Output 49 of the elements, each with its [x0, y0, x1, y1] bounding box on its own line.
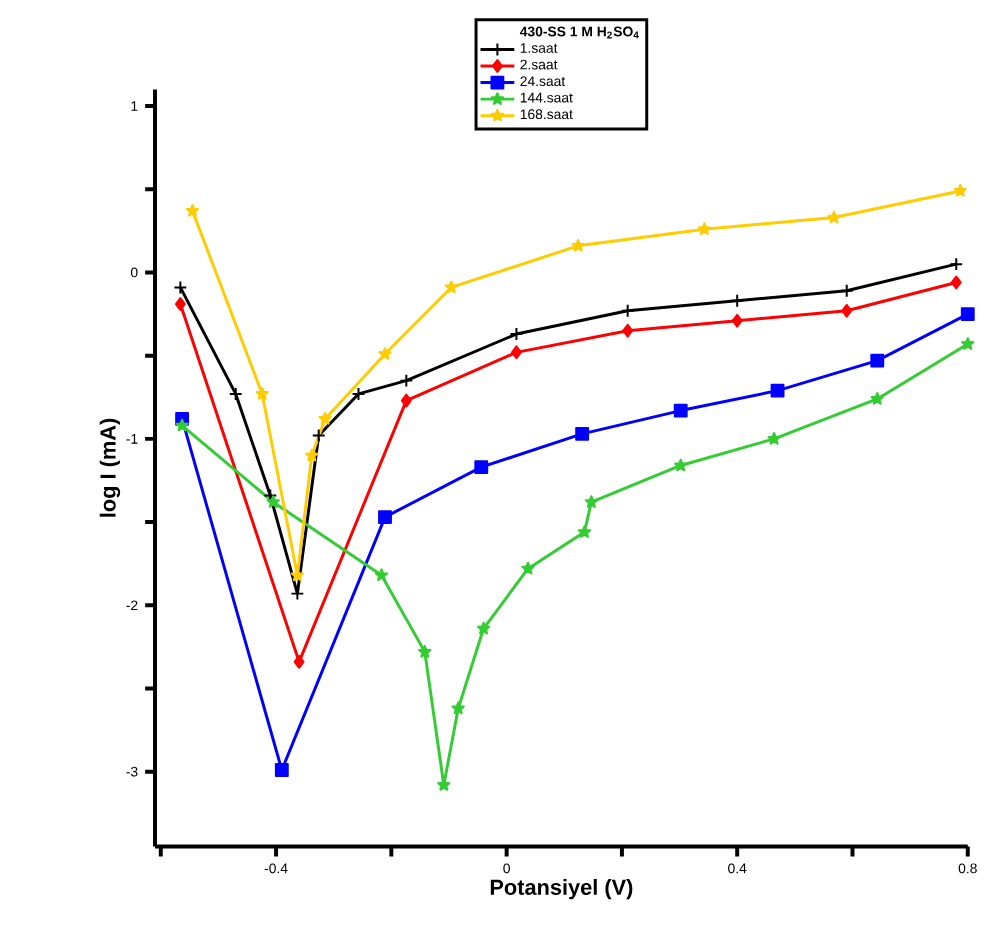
point [730, 293, 745, 308]
point [444, 280, 458, 294]
point [697, 222, 711, 236]
point [953, 184, 967, 197]
point [374, 568, 389, 582]
point [620, 303, 635, 318]
point [228, 387, 243, 401]
point [839, 283, 854, 298]
point [674, 458, 688, 472]
point [318, 412, 332, 425]
point [255, 387, 269, 400]
point [673, 403, 688, 418]
point [870, 392, 884, 405]
point [400, 393, 412, 408]
point [311, 428, 326, 443]
point [174, 297, 186, 312]
point [622, 323, 634, 338]
point [575, 427, 590, 441]
point [293, 654, 305, 669]
point [185, 204, 200, 217]
point [870, 353, 885, 368]
y-axis-title: log I (mA) [99, 418, 121, 517]
point [950, 275, 962, 290]
point [521, 561, 535, 575]
point [474, 460, 489, 475]
point [418, 644, 432, 658]
point [378, 347, 392, 360]
point [351, 387, 366, 401]
point [378, 510, 392, 525]
point [476, 621, 491, 635]
point [841, 303, 853, 318]
point [827, 210, 841, 224]
point [571, 238, 585, 252]
point [510, 345, 522, 360]
point [960, 307, 975, 322]
point [770, 383, 785, 398]
point [305, 448, 319, 462]
x-axis-title: Potansiyel (V) [490, 879, 633, 900]
point [451, 701, 465, 715]
point [266, 495, 280, 508]
point [577, 525, 592, 538]
point [509, 327, 524, 342]
point [961, 337, 975, 350]
point [731, 313, 743, 328]
point [399, 373, 414, 388]
point [175, 418, 189, 432]
point [584, 495, 599, 508]
point [274, 763, 289, 777]
point [767, 432, 781, 445]
